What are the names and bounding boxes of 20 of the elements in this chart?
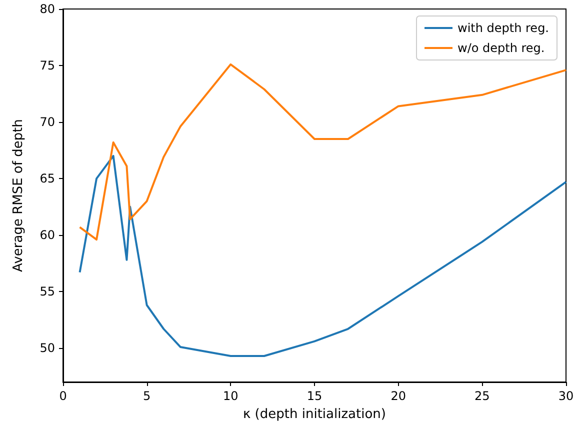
- y-tick-label: 55: [40, 284, 55, 299]
- y-tick-label: 50: [40, 341, 55, 356]
- x-tick-label: 20: [390, 389, 406, 403]
- line-series: [78, 154, 567, 358]
- legend-label: with depth reg.: [458, 21, 549, 35]
- legend-label: w/o depth reg.: [458, 41, 545, 55]
- x-axis-title: κ (depth initialization): [243, 407, 386, 422]
- x-tick-label: 10: [223, 389, 238, 403]
- y-tick-label: 60: [40, 228, 55, 242]
- x-tick-label: 5: [143, 389, 151, 403]
- x-tick-label: 0: [59, 389, 67, 403]
- y-tick-label: 80: [40, 2, 55, 16]
- y-tick-label: 70: [40, 115, 55, 130]
- y-tick-label: 65: [40, 172, 55, 186]
- y-tick-label: 75: [40, 58, 55, 73]
- y-axis-title: Average RMSE of depth: [11, 119, 26, 272]
- x-tick-label: 30: [558, 389, 574, 403]
- x-tick-label: 25: [474, 389, 490, 403]
- line-series: [78, 63, 567, 241]
- x-tick-label: 15: [306, 389, 322, 403]
